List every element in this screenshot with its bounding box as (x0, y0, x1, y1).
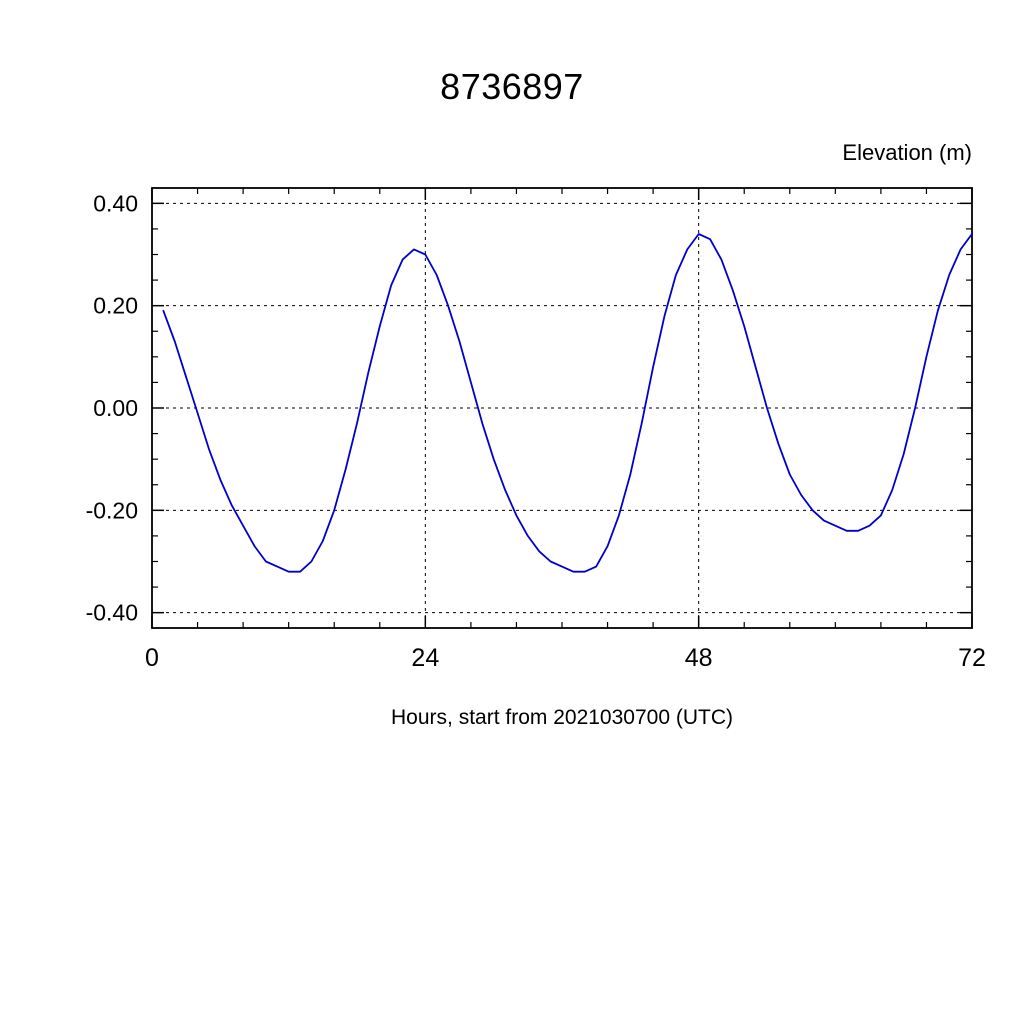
y-tick-label: -0.40 (86, 600, 138, 626)
y-tick-label: 0.20 (93, 293, 138, 319)
x-tick-label: 24 (411, 644, 439, 672)
x-axis-title: Hours, start from 2021030700 (UTC) (391, 706, 733, 729)
tidal-elevation-line (162, 233, 973, 573)
y-tick-label: -0.20 (86, 497, 138, 523)
x-tick-label: 72 (958, 644, 986, 672)
x-tick-label: 48 (685, 644, 713, 672)
x-tick-label: 0 (145, 644, 159, 672)
y-axis-title: Elevation (m) (842, 140, 972, 165)
station-id-title: 8736897 (440, 66, 584, 107)
y-tick-label: 0.40 (93, 190, 138, 216)
y-tick-label: 0.00 (93, 395, 138, 421)
plot-frame (151, 187, 973, 629)
